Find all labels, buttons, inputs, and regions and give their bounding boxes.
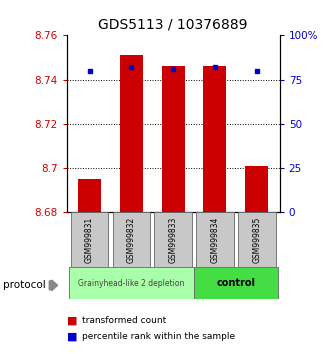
FancyBboxPatch shape <box>238 212 275 267</box>
Title: GDS5113 / 10376889: GDS5113 / 10376889 <box>99 17 248 32</box>
FancyBboxPatch shape <box>155 212 192 267</box>
Text: ■: ■ <box>67 315 77 325</box>
FancyBboxPatch shape <box>196 212 234 267</box>
Text: percentile rank within the sample: percentile rank within the sample <box>82 332 235 341</box>
Text: Grainyhead-like 2 depletion: Grainyhead-like 2 depletion <box>78 279 184 288</box>
Text: protocol: protocol <box>3 280 46 290</box>
FancyBboxPatch shape <box>194 267 278 299</box>
Text: ■: ■ <box>67 331 77 341</box>
Bar <box>78 179 101 212</box>
Bar <box>203 66 226 212</box>
Text: GSM999831: GSM999831 <box>85 217 94 263</box>
Text: GSM999833: GSM999833 <box>168 217 178 263</box>
Text: GSM999832: GSM999832 <box>127 217 136 263</box>
FancyArrow shape <box>49 280 58 291</box>
FancyBboxPatch shape <box>113 212 150 267</box>
Bar <box>120 55 143 212</box>
Bar <box>245 166 268 212</box>
Text: GSM999835: GSM999835 <box>252 217 261 263</box>
Bar <box>162 66 185 212</box>
FancyBboxPatch shape <box>71 212 108 267</box>
Text: control: control <box>216 278 255 288</box>
Text: GSM999834: GSM999834 <box>210 217 219 263</box>
Text: transformed count: transformed count <box>82 316 166 325</box>
FancyBboxPatch shape <box>69 267 194 299</box>
